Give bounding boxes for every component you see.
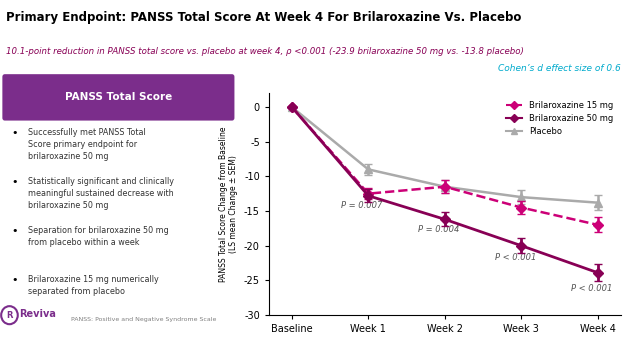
Text: •: • [12, 177, 19, 187]
Y-axis label: PANSS Total Score Change from Baseline
(LS mean Change ± SEM): PANSS Total Score Change from Baseline (… [219, 126, 238, 282]
Text: P = 0.007: P = 0.007 [342, 200, 383, 209]
Text: PANSS Total Score: PANSS Total Score [65, 92, 172, 102]
Legend: Brilaroxazine 15 mg, Brilaroxazine 50 mg, Placebo: Brilaroxazine 15 mg, Brilaroxazine 50 mg… [502, 97, 616, 139]
Text: Separation for brilaroxazine 50 mg
from placebo within a week: Separation for brilaroxazine 50 mg from … [28, 226, 169, 247]
Text: 10.1-point reduction in PANSS total score vs. placebo at week 4, ρ <0.001 (-23.9: 10.1-point reduction in PANSS total scor… [6, 47, 524, 55]
Text: R: R [6, 311, 13, 320]
Text: Reviva: Reviva [19, 309, 56, 319]
Text: Brilaroxazine 15 mg numerically
separated from placebo: Brilaroxazine 15 mg numerically separate… [28, 275, 159, 296]
Text: PANSS: Positive and Negative Syndrome Scale: PANSS: Positive and Negative Syndrome Sc… [71, 316, 216, 321]
Text: P = 0.004: P = 0.004 [418, 225, 460, 234]
Text: 9: 9 [616, 346, 621, 355]
FancyBboxPatch shape [3, 74, 234, 121]
Text: Primary Endpoint: PANSS Total Score At Week 4 For Brilaroxazine Vs. Placebo: Primary Endpoint: PANSS Total Score At W… [6, 11, 522, 24]
Text: •: • [12, 226, 19, 236]
Text: Reviva  |  Corporate Presentation: Reviva | Corporate Presentation [461, 347, 576, 354]
Text: P < 0.001: P < 0.001 [495, 252, 536, 262]
Text: Successfully met PANSS Total
Score primary endpoint for
brilaroxazine 50 mg: Successfully met PANSS Total Score prima… [28, 128, 146, 161]
Text: Statistically significant and clinically
meaningful sustained decrease with
bril: Statistically significant and clinically… [28, 177, 175, 210]
Text: •: • [12, 275, 19, 285]
Text: Cohen’s d effect size of 0.6: Cohen’s d effect size of 0.6 [498, 64, 621, 73]
Text: •: • [12, 128, 19, 138]
Text: P < 0.001: P < 0.001 [571, 284, 612, 293]
